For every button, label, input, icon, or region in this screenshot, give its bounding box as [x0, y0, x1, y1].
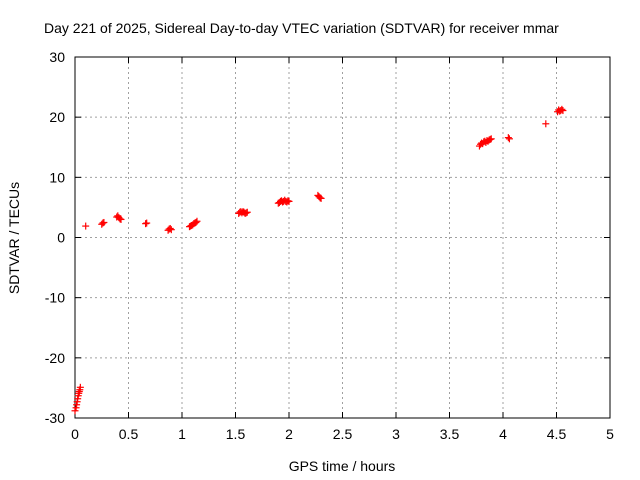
data-point	[285, 197, 293, 205]
x-tick-label: 3	[392, 426, 400, 442]
data-point	[166, 224, 174, 232]
data-point	[117, 215, 125, 223]
data-point	[284, 197, 292, 205]
data-point	[558, 105, 566, 113]
y-tick-label: -30	[45, 410, 65, 426]
x-tick-label: 4	[499, 426, 507, 442]
data-point	[167, 226, 175, 234]
data-point	[71, 407, 79, 415]
y-tick-label: 10	[49, 169, 65, 185]
data-point	[486, 135, 494, 143]
x-tick-label: 2.5	[333, 426, 353, 442]
data-points	[71, 105, 567, 415]
y-tick-label: 30	[49, 49, 65, 65]
x-tick-label: 5	[606, 426, 614, 442]
y-axis-label: SDTVAR / TECUs	[6, 182, 22, 294]
data-point	[143, 219, 151, 227]
y-tick-label: 0	[57, 230, 65, 246]
data-point	[504, 134, 512, 142]
axis-ticks: 0 0.5 1 1.5 2 2.5 3 3.5 4 4.5 5 30 20 10 0 -10 -20 -30	[45, 49, 614, 442]
x-axis-label: GPS time / hours	[289, 458, 396, 474]
x-tick-label: 1.5	[226, 426, 246, 442]
y-tick-label: -10	[45, 290, 65, 306]
data-point	[192, 218, 200, 226]
data-point	[142, 220, 150, 228]
data-point	[542, 120, 550, 128]
data-point	[100, 218, 108, 226]
y-tick-label: 20	[49, 109, 65, 125]
data-point	[316, 194, 324, 202]
chart-title: Day 221 of 2025, Sidereal Day-to-day VTE…	[44, 20, 559, 36]
data-point	[99, 219, 107, 227]
data-point	[559, 107, 567, 115]
data-point	[76, 383, 84, 391]
x-tick-label: 0.5	[119, 426, 139, 442]
x-tick-label: 1	[178, 426, 186, 442]
data-point	[487, 135, 495, 143]
x-tick-label: 2	[285, 426, 293, 442]
x-tick-label: 3.5	[440, 426, 460, 442]
x-tick-label: 4.5	[547, 426, 567, 442]
data-point	[82, 222, 90, 230]
data-point	[505, 135, 513, 143]
data-point	[243, 208, 251, 216]
grid	[75, 57, 610, 418]
y-tick-label: -20	[45, 350, 65, 366]
x-tick-label: 0	[71, 426, 79, 442]
data-point	[193, 217, 201, 225]
data-point	[317, 194, 325, 202]
data-point	[116, 215, 124, 223]
data-point	[242, 209, 250, 217]
